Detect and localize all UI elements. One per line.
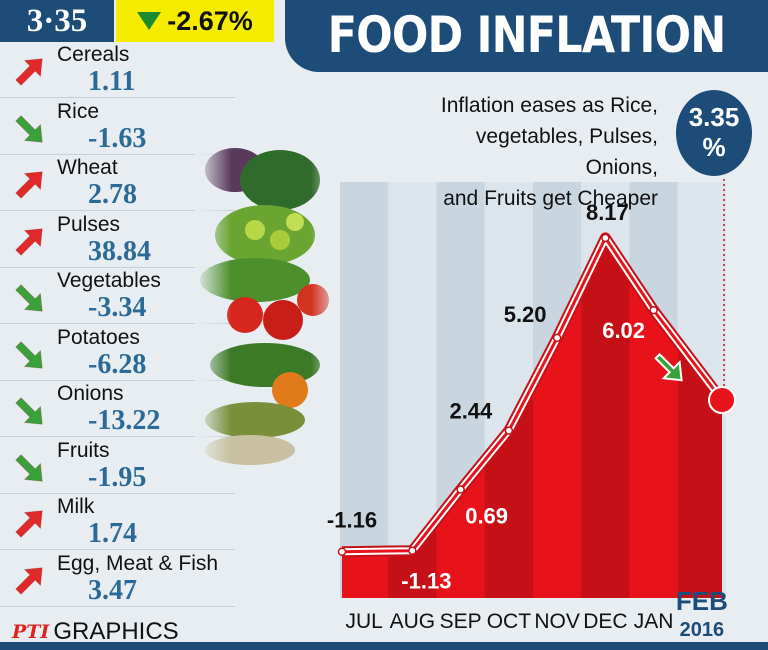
category-value: 38.84	[88, 235, 151, 267]
category-value: 3.47	[88, 574, 137, 606]
category-name: Wheat	[57, 156, 118, 179]
down-triangle-icon	[137, 12, 162, 30]
trend-up-arrow-icon	[15, 58, 43, 86]
data-label: 5.20	[504, 302, 547, 327]
title-banner: FOOD INFLATION	[285, 0, 768, 72]
x-tick-year: 2016	[680, 619, 725, 641]
category-value: -6.28	[88, 348, 147, 380]
change-value: -2.67%	[167, 5, 253, 36]
category-value: -1.63	[88, 122, 147, 154]
category-item-potatoes: Potatoes -6.28	[0, 325, 235, 381]
x-tick-label: NOV	[534, 610, 580, 633]
trend-down-arrow-icon	[15, 340, 43, 369]
category-item-egg-meat-fish: Egg, Meat & Fish 3.47	[0, 551, 235, 607]
category-name: Rice	[57, 99, 100, 123]
category-name: Egg, Meat & Fish	[57, 551, 219, 575]
vegetables-image	[195, 140, 340, 470]
category-item-rice: Rice -1.63	[0, 99, 235, 155]
category-name: Pulses	[57, 212, 121, 236]
category-name: Cereals	[57, 43, 130, 66]
column-band	[340, 182, 389, 598]
trend-down-arrow-icon	[15, 284, 43, 312]
trend-down-arrow-icon	[15, 453, 43, 482]
latest-point	[708, 386, 736, 415]
category-value: 1.74	[88, 518, 137, 549]
category-value: -3.34	[88, 292, 147, 323]
badge-unit: %	[702, 132, 726, 162]
x-tick-label: OCT	[487, 610, 532, 633]
logo-mark: PTI	[12, 621, 50, 643]
category-item-wheat: Wheat 2.78	[0, 155, 235, 211]
subtitle-line: Inflation eases as Rice,	[440, 94, 658, 117]
category-item-milk: Milk 1.74	[0, 494, 235, 550]
pti-graphics-logo: PTI GRAPHICS	[12, 618, 179, 646]
trend-up-arrow-icon	[15, 227, 43, 256]
trend-up-arrow-icon	[15, 566, 43, 595]
data-point	[601, 233, 610, 243]
page-title: FOOD INFLATION	[327, 6, 727, 64]
category-name: Vegetables	[57, 269, 161, 292]
area-segment	[581, 237, 630, 598]
category-value: -1.95	[88, 461, 147, 493]
data-point	[504, 426, 514, 435]
trend-down-arrow-icon	[15, 114, 43, 143]
x-tick-label: DEC	[583, 610, 627, 633]
x-tick-label: JUL	[345, 610, 382, 633]
trend-up-arrow-icon	[15, 171, 43, 199]
data-point	[456, 485, 465, 494]
category-item-pulses: Pulses 38.84	[0, 212, 235, 268]
data-label: 2.44	[449, 399, 493, 424]
x-tick-label: SEP	[440, 610, 482, 633]
x-tick-label: AUG	[390, 610, 436, 633]
data-point	[649, 305, 658, 315]
trend-down-arrow-icon	[15, 397, 43, 425]
category-name: Fruits	[57, 438, 110, 462]
subtitle-line: vegetables, Pulses, Onions,	[475, 125, 658, 179]
logo-text: GRAPHICS	[53, 618, 179, 645]
category-value: 2.78	[88, 179, 137, 210]
data-label: 6.02	[602, 318, 645, 343]
category-value: 1.11	[88, 66, 136, 97]
data-label: 0.69	[465, 504, 508, 529]
headline-value: 3·35	[0, 0, 114, 42]
category-name: Potatoes	[57, 325, 140, 349]
badge-value: 3.35	[688, 102, 740, 132]
x-tick-label: JAN	[634, 610, 674, 633]
data-label: -1.16	[327, 508, 377, 533]
data-point	[408, 546, 417, 555]
category-item-onions: Onions -13.22	[0, 381, 235, 437]
data-point	[552, 333, 562, 343]
change-badge: -2.67%	[116, 0, 274, 42]
category-item-vegetables: Vegetables -3.34	[0, 268, 235, 324]
current-value-badge: 3.35 %	[676, 90, 752, 176]
category-item-cereals: Cereals 1.11	[0, 42, 235, 98]
category-name: Onions	[57, 382, 124, 405]
trend-down-arrow-icon	[654, 352, 683, 382]
subtitle: Inflation eases as Rice, vegetables, Pul…	[418, 90, 658, 214]
series-line-inner	[341, 236, 724, 554]
trend-up-arrow-icon	[15, 510, 43, 538]
data-label: -1.13	[401, 569, 451, 594]
x-tick-label: FEB	[676, 586, 728, 616]
data-label: 8.17	[586, 200, 629, 225]
data-point	[337, 547, 347, 556]
subtitle-line: and Fruits get Cheaper	[443, 187, 658, 210]
category-value: -13.22	[88, 405, 161, 436]
bottom-rule	[0, 642, 768, 650]
category-name: Milk	[57, 495, 95, 518]
category-item-fruits: Fruits -1.95	[0, 438, 235, 494]
